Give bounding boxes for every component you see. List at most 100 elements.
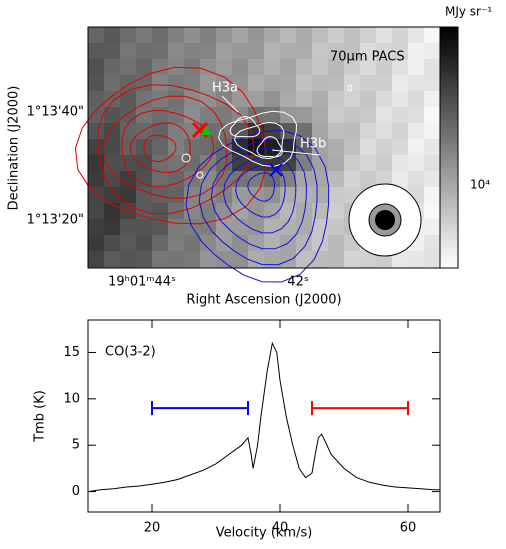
- pixel: [264, 203, 280, 219]
- pixel: [312, 187, 328, 203]
- pixel: [264, 43, 280, 59]
- pixel: [120, 75, 136, 91]
- pixel: [408, 91, 424, 107]
- pixel: [88, 171, 104, 187]
- pixel: [168, 235, 184, 251]
- pixel: [136, 107, 152, 123]
- annotation: H3b: [300, 137, 326, 152]
- pixel: [376, 171, 392, 187]
- pixel: [168, 187, 184, 203]
- pixel: [280, 27, 296, 43]
- pixel: [120, 123, 136, 139]
- pixel: [296, 59, 312, 75]
- pixel: [424, 59, 440, 75]
- pixel: [248, 59, 264, 75]
- pixel: [424, 203, 440, 219]
- marker: [201, 126, 211, 135]
- pixel: [296, 123, 312, 139]
- x-tick-label: 20: [144, 521, 161, 536]
- velocity-range: [151, 401, 249, 416]
- pointer: [271, 149, 321, 156]
- pixel: [392, 27, 408, 43]
- pixel: [216, 171, 232, 187]
- pixel: [136, 27, 152, 43]
- pixel: [152, 203, 168, 219]
- pixel: [360, 123, 376, 139]
- pixel: [232, 59, 248, 75]
- x-tick-label: 40: [272, 521, 289, 536]
- y-tick-label: 1°13'20": [27, 213, 84, 228]
- pixel: [408, 59, 424, 75]
- contour: [185, 129, 330, 283]
- pixel: [312, 219, 328, 235]
- pixel: [312, 43, 328, 59]
- pixel: [152, 59, 168, 75]
- pixel: [360, 43, 376, 59]
- pixel: [264, 251, 280, 267]
- beam: [375, 210, 395, 230]
- pixel: [344, 43, 360, 59]
- pixel: [168, 203, 184, 219]
- pixel: [184, 59, 200, 75]
- pixel: [168, 219, 184, 235]
- pixel: [312, 139, 328, 155]
- pixel: [200, 203, 216, 219]
- contour: [256, 135, 284, 158]
- colorbar-tick-label: 10⁴: [470, 178, 490, 192]
- pixel: [296, 107, 312, 123]
- pixel: [264, 107, 280, 123]
- pixel: [88, 251, 104, 267]
- contour: [74, 66, 267, 225]
- y-tick-label: 1°13'40": [27, 105, 84, 120]
- pixel: [152, 139, 168, 155]
- pixel: [312, 75, 328, 91]
- pixel: [200, 91, 216, 107]
- pixel: [120, 91, 136, 107]
- pixel: [344, 123, 360, 139]
- velocity-range: [311, 401, 409, 416]
- pixel: [216, 91, 232, 107]
- pixel: [88, 123, 104, 139]
- pixel: [200, 171, 216, 187]
- pixel: [360, 139, 376, 155]
- pixel: [312, 203, 328, 219]
- pixel: [200, 107, 216, 123]
- pixel: [248, 75, 264, 91]
- pixel: [248, 171, 264, 187]
- pixel: [152, 251, 168, 267]
- pixel: [280, 251, 296, 267]
- pixel: [408, 155, 424, 171]
- pixel: [152, 91, 168, 107]
- pixel: [152, 219, 168, 235]
- pixel: [88, 59, 104, 75]
- pixel: [280, 187, 296, 203]
- marker: [269, 163, 283, 177]
- pixel: [216, 251, 232, 267]
- pixel: [408, 107, 424, 123]
- pixel: [296, 27, 312, 43]
- pixel: [152, 43, 168, 59]
- pixel: [104, 235, 120, 251]
- pixel: [264, 139, 280, 155]
- pixel: [344, 107, 360, 123]
- pixel: [424, 139, 440, 155]
- y-axis-label: Declination (J2000): [7, 86, 22, 211]
- pixel: [136, 123, 152, 139]
- pixel: [392, 75, 408, 91]
- pixel: [360, 155, 376, 171]
- pixel: [136, 91, 152, 107]
- pixel: [376, 155, 392, 171]
- frame: [87, 319, 441, 513]
- pixel: [408, 27, 424, 43]
- pixel: [344, 155, 360, 171]
- pixel: [328, 251, 344, 267]
- pixel: [248, 203, 264, 219]
- contour: [121, 109, 215, 187]
- pixel: [360, 171, 376, 187]
- pixel: [88, 139, 104, 155]
- pixel: [328, 155, 344, 171]
- pixel: [264, 187, 280, 203]
- annotation: CO(3-2): [105, 345, 156, 360]
- pixel: [184, 251, 200, 267]
- pixel: [264, 171, 280, 187]
